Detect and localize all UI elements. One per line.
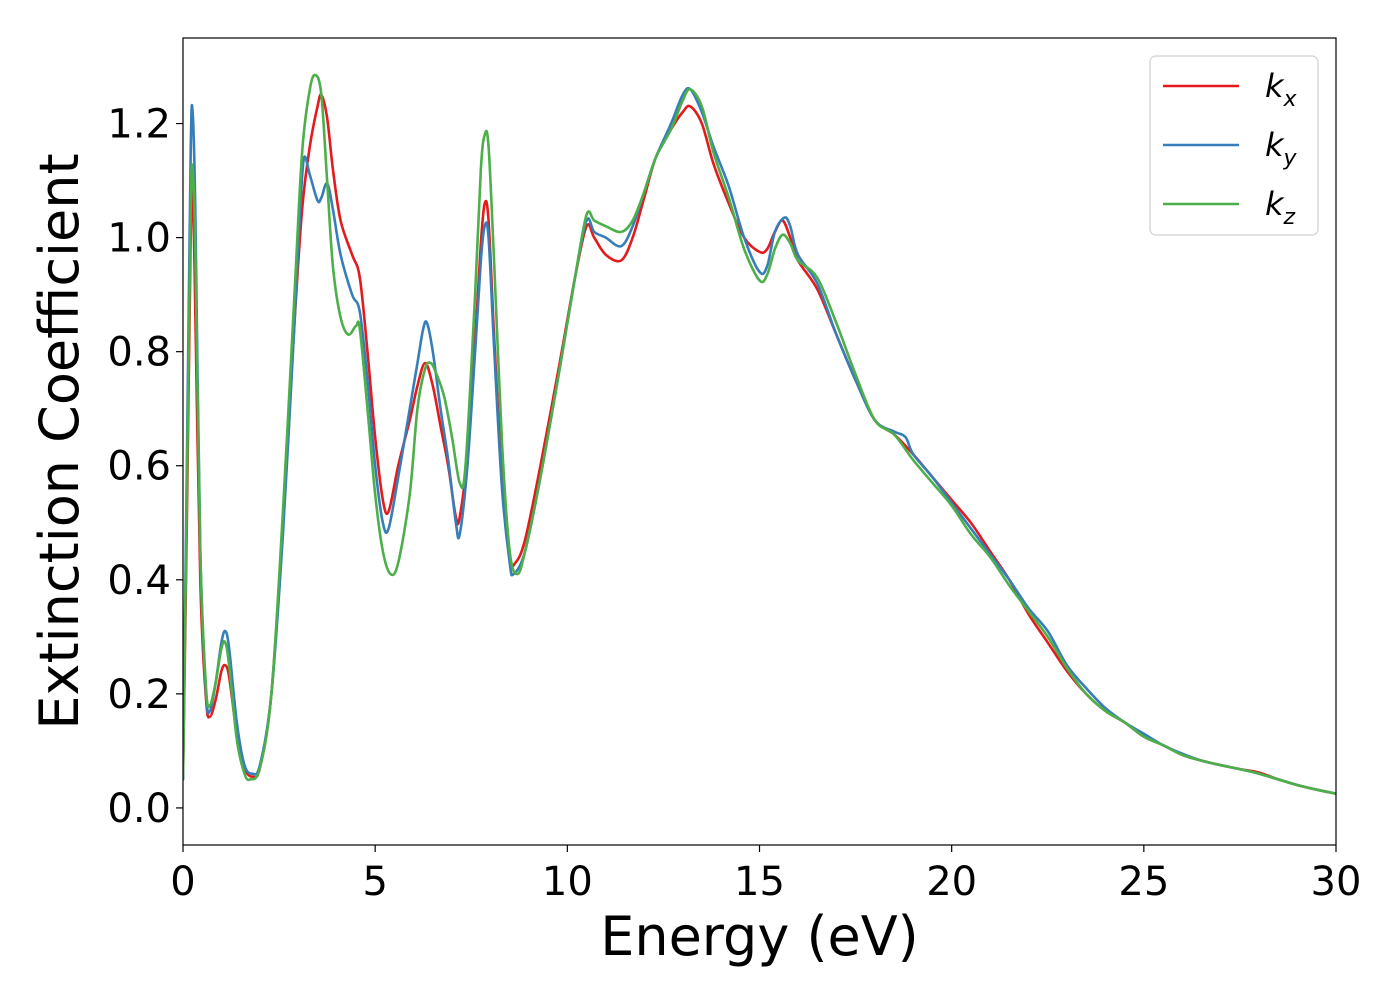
y-tick-label: 0.4 (107, 558, 171, 604)
x-axis-title: Energy (eV) (600, 905, 919, 968)
series-line-kz (183, 73, 1336, 795)
y-tick-label: 0.6 (107, 444, 171, 490)
y-tick-label: 1.0 (107, 216, 171, 262)
x-tick-label: 25 (1118, 859, 1169, 905)
y-tick-label: 1.2 (107, 102, 171, 148)
legend-label-ky: ky (1265, 126, 1298, 171)
legend-label-main: k (1265, 67, 1285, 105)
y-tick-label: 0.0 (107, 786, 171, 832)
x-tick-label: 10 (542, 859, 593, 905)
y-tick-label: 0.2 (107, 672, 171, 718)
legend-label-subscript: y (1283, 146, 1298, 171)
legend-label-main: k (1265, 185, 1285, 223)
legend-label-main: k (1265, 126, 1285, 164)
x-tick-label: 5 (362, 859, 387, 905)
y-tick-label: 0.8 (107, 330, 171, 376)
x-tick-label: 15 (734, 859, 785, 905)
x-tick-label: 20 (926, 859, 977, 905)
legend-label-kx: kx (1265, 67, 1298, 112)
legend-label-subscript: z (1283, 205, 1296, 230)
x-tick-label: 30 (1311, 859, 1362, 905)
x-axis: 0 5 10 15 20 25 30 (170, 845, 1361, 905)
x-tick-label: 0 (170, 859, 195, 905)
legend-label-kz: kz (1265, 185, 1296, 230)
legend-label-subscript: x (1283, 87, 1298, 112)
series-layer (183, 73, 1336, 795)
y-axis: 0.0 0.2 0.4 0.6 0.8 1.0 1.2 (107, 102, 183, 832)
y-axis-title: Extinction Coefficient (28, 153, 91, 729)
